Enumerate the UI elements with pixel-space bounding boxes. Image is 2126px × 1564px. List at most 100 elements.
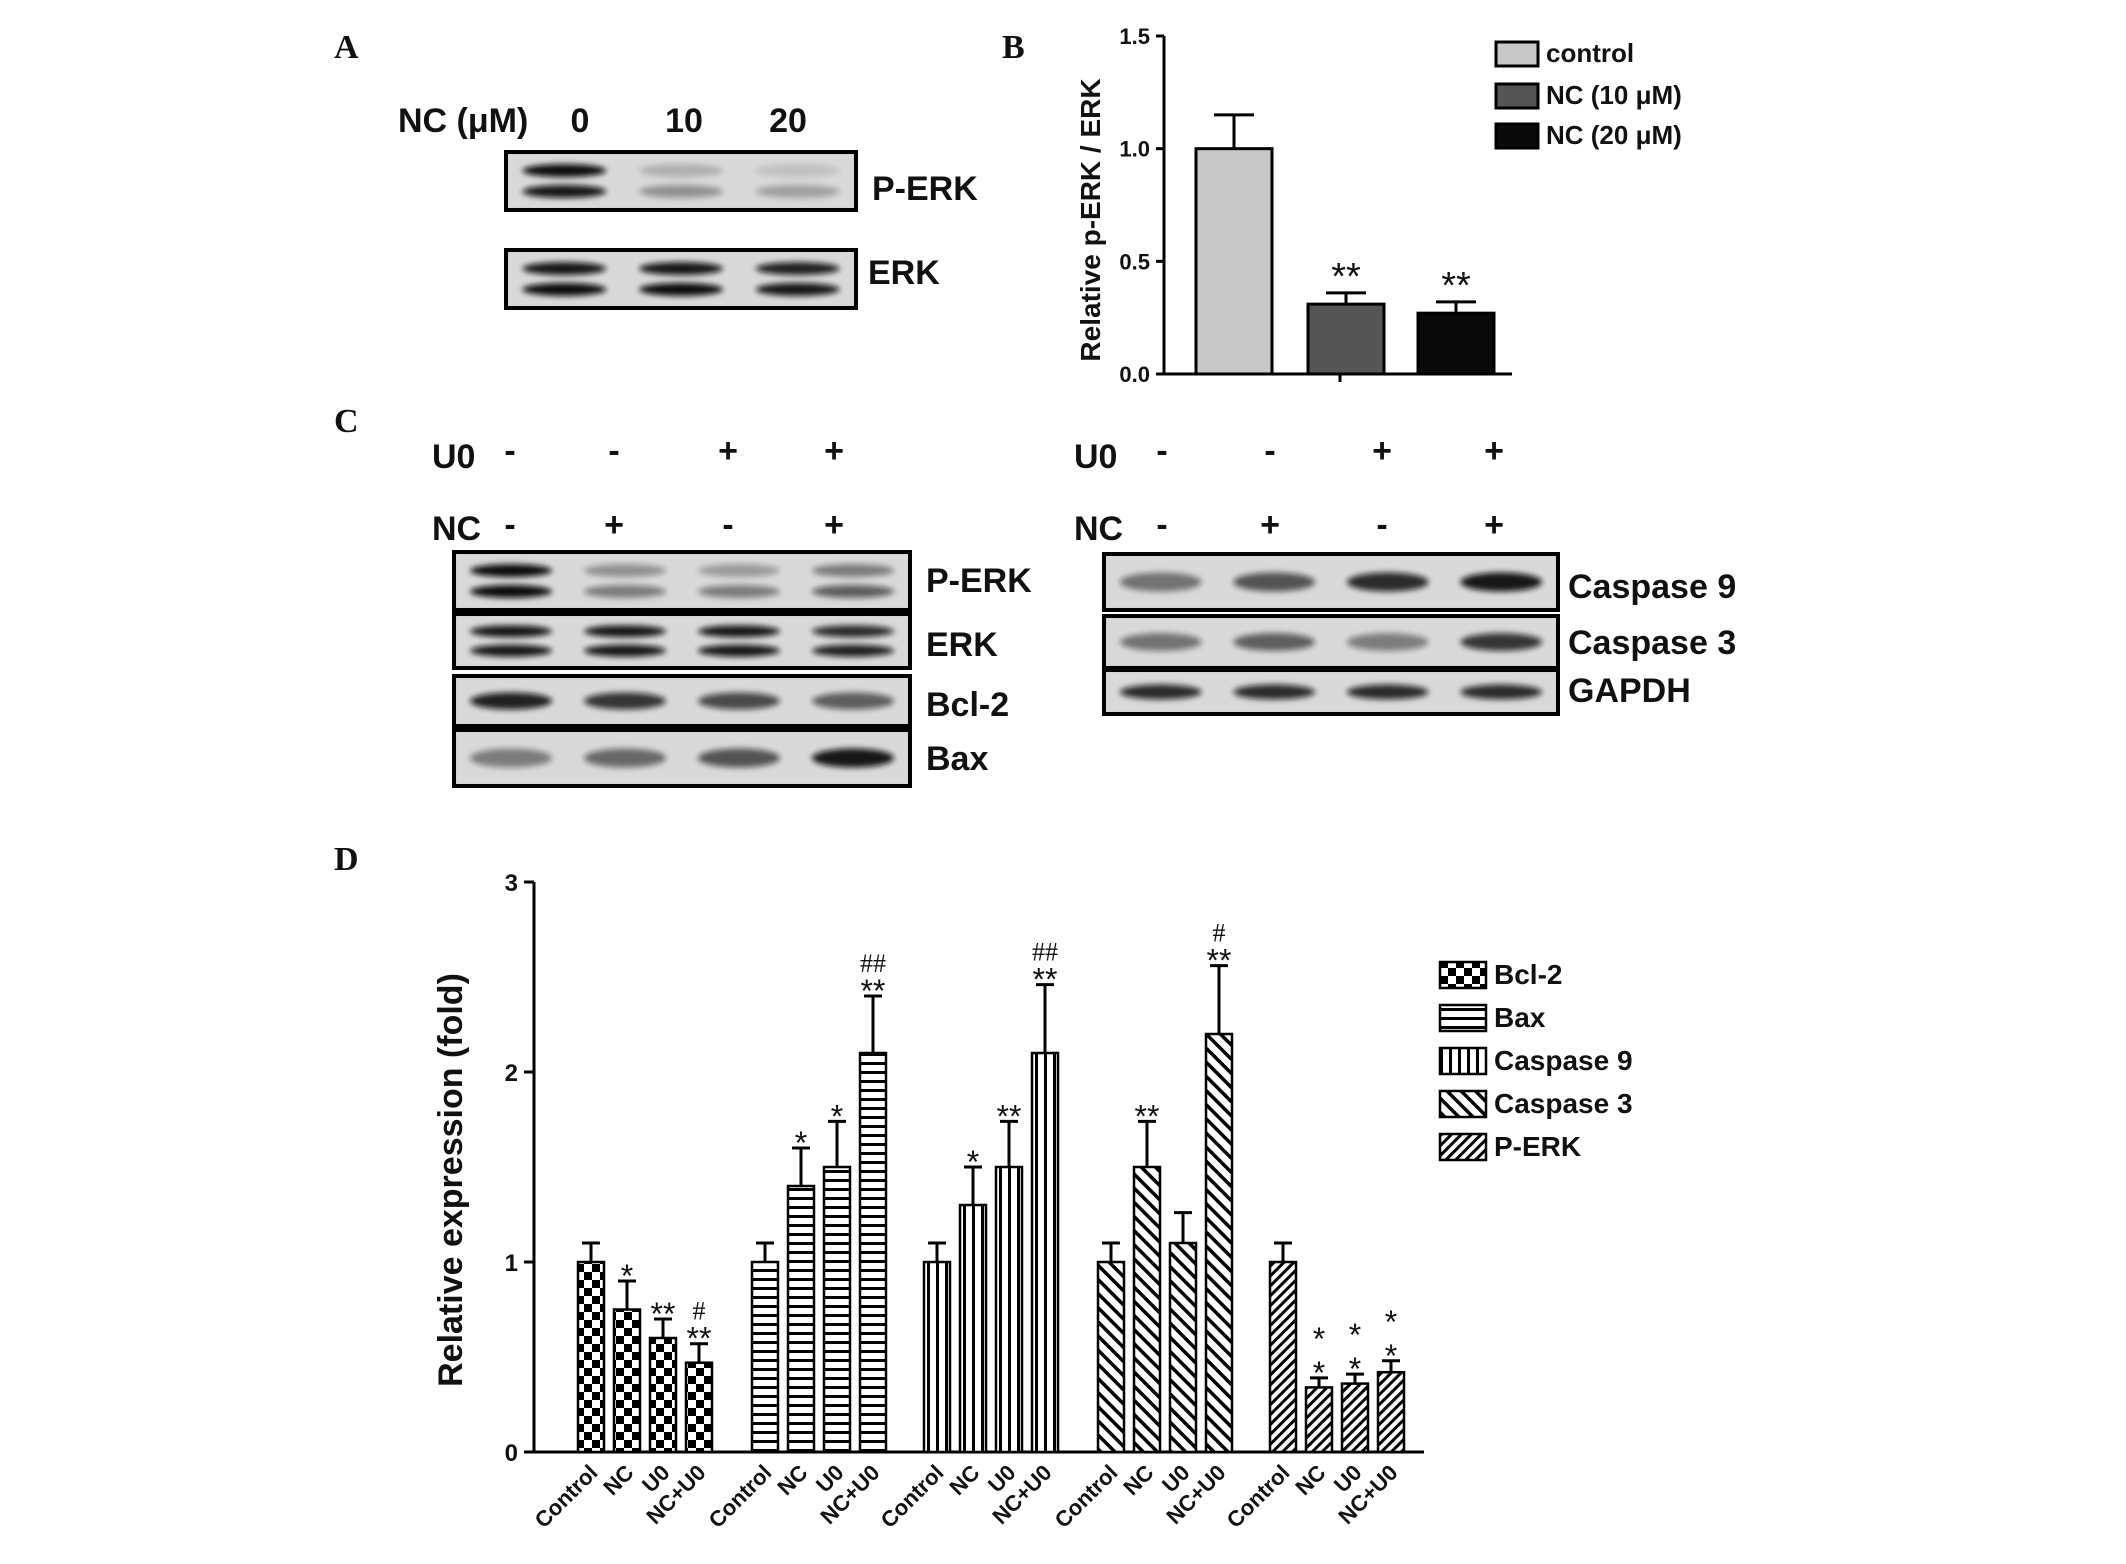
bands-c-bax-band bbox=[469, 748, 553, 768]
panel-c-letter: C bbox=[334, 403, 359, 440]
d-significance: * bbox=[1349, 1351, 1361, 1387]
d-bar bbox=[922, 1260, 952, 1454]
d-bar bbox=[1168, 1241, 1198, 1454]
dose-label-20: 20 bbox=[769, 102, 807, 140]
c-left-u0-label: U0 bbox=[432, 438, 475, 476]
bands-c-gapdh bbox=[1107, 673, 1555, 711]
label-c-perk: P-ERK bbox=[926, 562, 1032, 600]
d-bar bbox=[576, 1260, 606, 1454]
bands-c-casp3 bbox=[1107, 619, 1555, 665]
bands-c-erk-band bbox=[583, 625, 667, 638]
c-right-signs: - - + + - + - + bbox=[1156, 432, 1504, 544]
bands-c-bcl2-band bbox=[811, 692, 895, 710]
d-bar bbox=[822, 1165, 852, 1454]
d-ytick-label: 3 bbox=[505, 870, 518, 897]
bands-c-perk-background bbox=[457, 555, 907, 607]
panel-a: NC (μM) 0 10 20 P-ERK ERK bbox=[398, 102, 978, 310]
c-left-sign: - bbox=[722, 506, 733, 544]
bands-c-perk-band bbox=[697, 585, 781, 598]
bands-c-bcl2 bbox=[457, 679, 907, 723]
bands-c-bax-band bbox=[811, 748, 895, 768]
bands-c-bax-band bbox=[583, 748, 667, 768]
bands-c-erk-band bbox=[811, 644, 895, 657]
d-bar bbox=[1204, 1032, 1234, 1454]
d-bars: *****#****##*****##****#****** bbox=[576, 919, 1406, 1454]
d-significance: * bbox=[831, 1098, 843, 1134]
d-hash: ## bbox=[1032, 938, 1058, 967]
bands-c-perk-band bbox=[583, 585, 667, 598]
d-bar bbox=[750, 1260, 780, 1454]
panel-a-letter: A bbox=[334, 29, 359, 66]
b-ytick-label: 1.5 bbox=[1119, 24, 1150, 49]
c-left-sign: - bbox=[504, 506, 515, 544]
bands-c-bcl2-band bbox=[583, 692, 667, 710]
d-bar bbox=[1132, 1165, 1162, 1454]
b-bar bbox=[1416, 311, 1496, 376]
b-legend-label: NC (10 μM) bbox=[1546, 80, 1682, 110]
d-significance: * bbox=[1313, 1321, 1325, 1357]
bands-c-perk-band bbox=[811, 585, 895, 598]
panel-c-right: U0 NC - - + + - + - + Caspase 9 Caspase 3 GAPDH bbox=[1074, 432, 1736, 716]
c-left-nc-label: NC bbox=[432, 510, 481, 548]
label-c-gapdh: GAPDH bbox=[1568, 672, 1691, 710]
bands-c-erk-band bbox=[697, 644, 781, 657]
panel-b: Relative p-ERK / ERK 0.0 0.5 1.0 1.5 ** ** c… bbox=[1075, 24, 1682, 387]
d-category-label: Control bbox=[530, 1460, 603, 1533]
bands-c-perk-band bbox=[469, 564, 553, 577]
d-legend-label: P-ERK bbox=[1494, 1131, 1581, 1162]
d-legend-label: Caspase 3 bbox=[1494, 1088, 1633, 1119]
panel-d-letter: D bbox=[334, 841, 359, 878]
b-ytick-label: 0.0 bbox=[1119, 362, 1150, 387]
d-significance: * bbox=[1313, 1355, 1325, 1391]
c-right-sign: + bbox=[1260, 506, 1280, 544]
d-bar bbox=[684, 1361, 714, 1454]
b-ylabel: Relative p-ERK / ERK bbox=[1075, 78, 1106, 361]
b-significance: ** bbox=[1331, 256, 1361, 298]
label-c-bcl2: Bcl-2 bbox=[926, 686, 1009, 724]
label-c-casp3: Caspase 3 bbox=[1568, 624, 1736, 662]
bands-c-erk-background bbox=[457, 617, 907, 665]
d-bar bbox=[648, 1336, 678, 1454]
b-legend-label: control bbox=[1546, 38, 1634, 68]
d-bar bbox=[1340, 1382, 1370, 1454]
d-hash: # bbox=[1213, 919, 1226, 948]
d-legend-label: Bax bbox=[1494, 1002, 1546, 1033]
d-significance: ** bbox=[1135, 1098, 1160, 1134]
d-significance: ** bbox=[687, 1321, 712, 1357]
b-bar bbox=[1194, 147, 1274, 376]
bands-c-gapdh-band bbox=[1119, 684, 1202, 700]
d-bar bbox=[1030, 1051, 1060, 1454]
d-hash: ## bbox=[860, 949, 886, 978]
bands-c-bcl2-band bbox=[469, 692, 553, 710]
d-legend-swatch bbox=[1438, 1132, 1488, 1162]
bands-a-erk-band bbox=[755, 262, 840, 275]
b-legend: control NC (10 μM) NC (20 μM) bbox=[1494, 38, 1682, 150]
d-legend-label: Bcl-2 bbox=[1494, 959, 1562, 990]
d-hash: # bbox=[693, 1297, 706, 1326]
label-c-erk: ERK bbox=[926, 626, 998, 664]
bands-a-perk bbox=[509, 155, 853, 207]
bands-c-casp3-band bbox=[1460, 633, 1543, 651]
d-significance: * bbox=[1349, 1317, 1361, 1353]
d-category-label: NC bbox=[598, 1460, 638, 1500]
bands-c-casp9-band bbox=[1346, 572, 1429, 592]
d-significance: ** bbox=[1207, 943, 1232, 979]
bands-a-perk-band bbox=[639, 164, 723, 177]
c-left-sign: - bbox=[504, 432, 515, 470]
bands-c-perk-band bbox=[469, 585, 553, 598]
d-significance: ** bbox=[997, 1098, 1022, 1134]
d-legend-swatch bbox=[1438, 1046, 1488, 1076]
bands-a-erk-band bbox=[639, 262, 723, 275]
bands-c-casp9-band bbox=[1460, 572, 1543, 592]
bands-c-erk-band bbox=[469, 644, 553, 657]
bands-c-gapdh-band bbox=[1346, 684, 1429, 700]
d-category-label: NC bbox=[1290, 1460, 1330, 1500]
c-left-sign: + bbox=[824, 432, 844, 470]
d-bar bbox=[858, 1051, 888, 1454]
d-legend-swatch bbox=[1438, 960, 1488, 990]
bands-c-perk bbox=[457, 555, 907, 607]
c-left-sign: - bbox=[608, 432, 619, 470]
d-legend-swatch bbox=[1438, 1003, 1488, 1033]
d-category-label: Control bbox=[704, 1460, 777, 1533]
